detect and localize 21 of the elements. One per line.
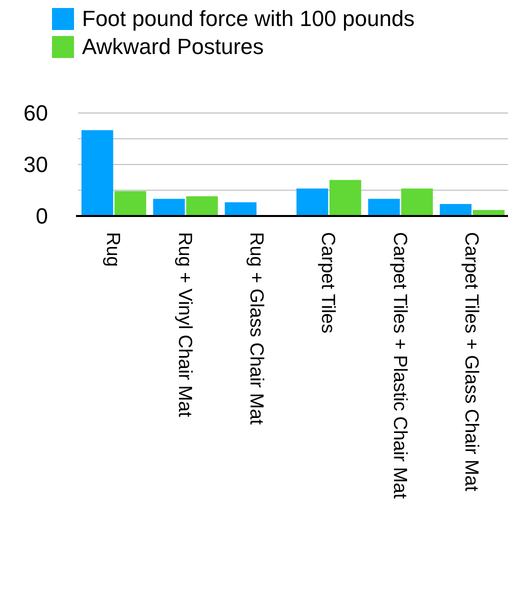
- bar: [401, 188, 433, 216]
- legend-label: Foot pound force with 100 pounds: [82, 6, 415, 31]
- bar: [81, 130, 114, 216]
- x-tick-label: Rug: [102, 232, 124, 267]
- legend-label: Awkward Postures: [82, 34, 264, 59]
- y-tick-label: 60: [24, 100, 48, 126]
- bar: [296, 188, 328, 216]
- bar: [153, 198, 185, 216]
- bar: [224, 202, 257, 216]
- x-tick-label: Rug + Vinyl Chair Mat: [174, 232, 195, 418]
- x-tick-label: Carpet Tiles: [317, 232, 338, 334]
- x-tick-label: Carpet Tiles + Plastic Chair Mat: [388, 232, 410, 500]
- y-tick-label: 30: [24, 152, 48, 178]
- bar: [114, 191, 146, 216]
- bar: [329, 180, 362, 216]
- bar: [186, 196, 218, 216]
- x-tick-label: Rug + Glass Chair Mat: [246, 232, 267, 426]
- y-tick-label: 0: [36, 204, 48, 229]
- bar: [440, 204, 472, 216]
- bar: [368, 198, 400, 216]
- x-tick-label: Carpet Tiles + Glass Chair Mat: [460, 232, 482, 492]
